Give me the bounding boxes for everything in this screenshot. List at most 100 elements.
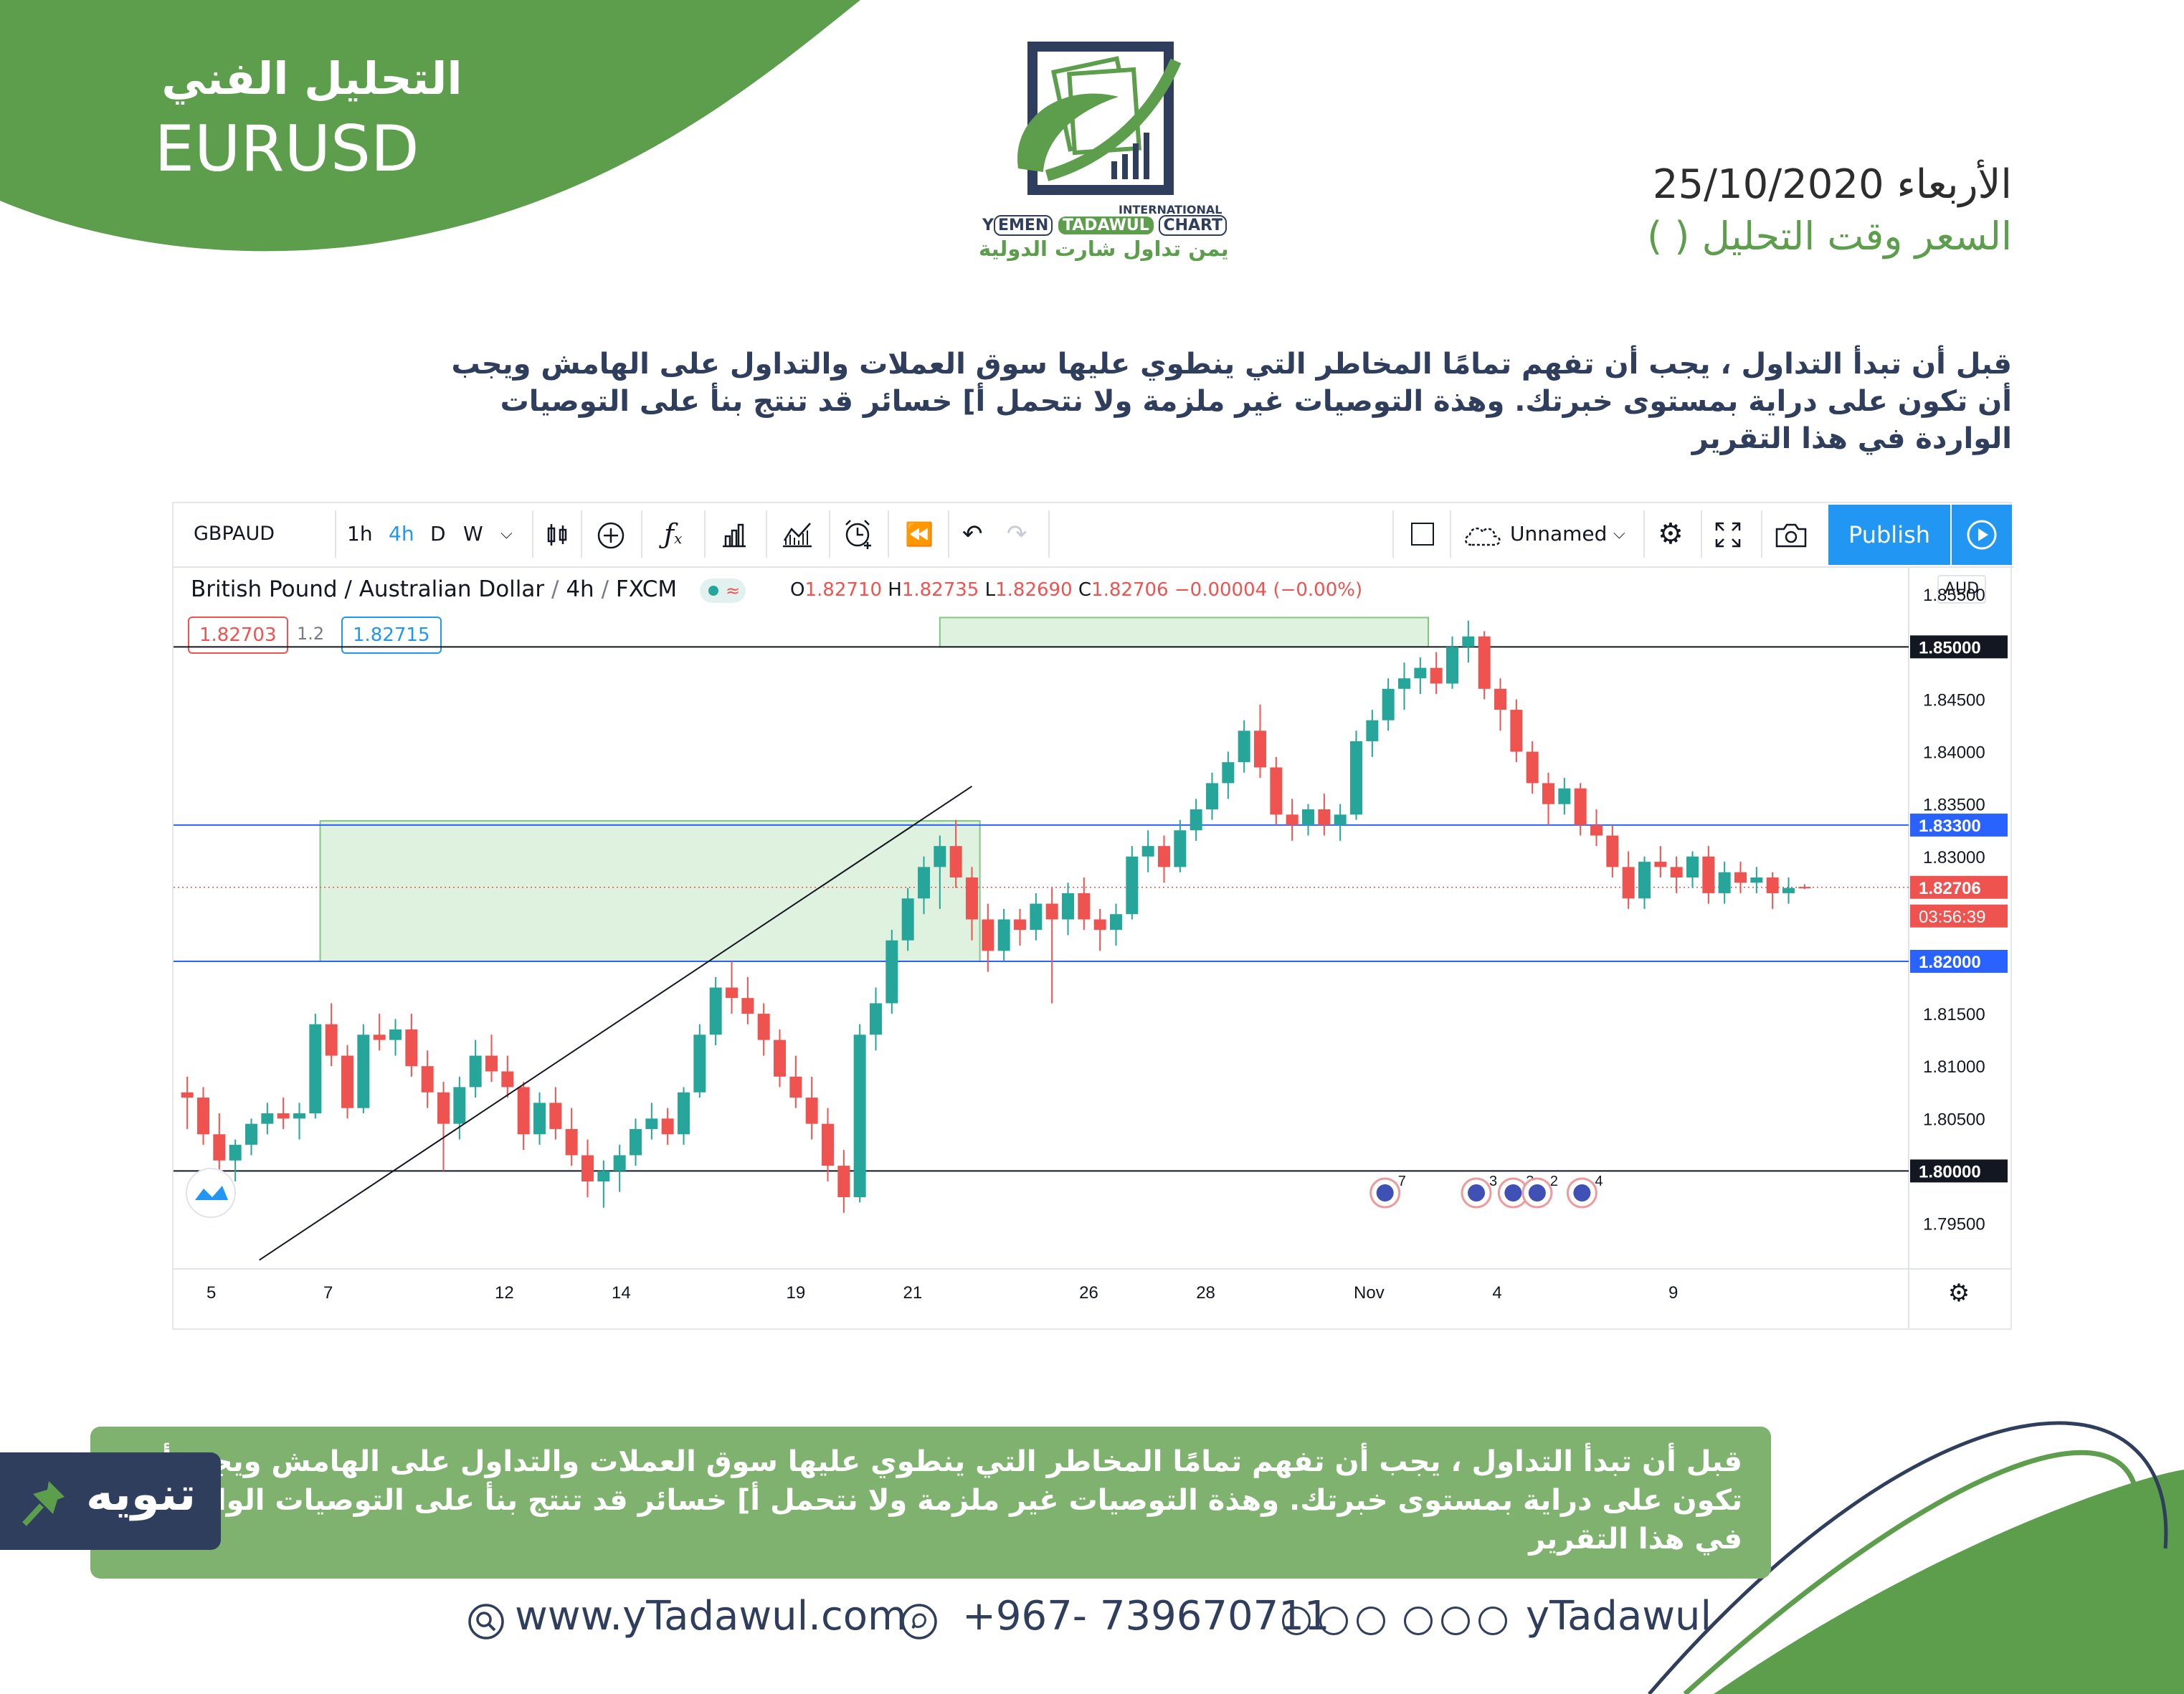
candle-body <box>453 1087 466 1124</box>
fullscreen-icon[interactable] <box>1715 522 1741 548</box>
candle-body <box>1366 720 1379 741</box>
logo-word-y: Y <box>982 216 994 234</box>
header-pair: EURUSD <box>154 112 419 186</box>
interval-1h[interactable]: 1h <box>347 522 373 546</box>
y-tick-label: 1.85500 <box>1923 586 1985 605</box>
chart-legend: British Pound / Australian Dollar / 4h /… <box>191 576 746 603</box>
alert-icon[interactable] <box>843 519 875 551</box>
axis-settings-icon: ⚙ <box>1948 1279 1970 1308</box>
symbol-search[interactable]: GBPAUD <box>194 523 275 545</box>
toolbar-separator <box>888 510 889 558</box>
candle-body <box>1238 731 1250 763</box>
candle-body <box>341 1055 353 1108</box>
undo-icon[interactable]: ↶ <box>962 520 983 548</box>
logo-word-chart: CHART <box>1159 215 1227 236</box>
candle-body <box>1606 835 1619 867</box>
candle-body <box>982 919 994 951</box>
candle-body <box>1414 667 1427 679</box>
whatsapp-icon <box>901 1604 937 1640</box>
candle-body <box>1126 856 1139 915</box>
ask-price[interactable]: 1.82715 <box>341 617 442 654</box>
notice-tab: تنويه <box>0 1452 221 1550</box>
candle-body <box>1702 856 1715 893</box>
interval-d[interactable]: D <box>430 522 446 546</box>
chart-interval: 4h <box>566 576 594 602</box>
price-label: 1.83300 <box>1919 817 1981 836</box>
interval-4h[interactable]: 4h <box>389 522 414 546</box>
candle-body <box>485 1055 498 1072</box>
indicators-icon[interactable] <box>782 520 813 548</box>
candle-body <box>870 1003 882 1035</box>
instagram-icon[interactable] <box>1357 1607 1385 1635</box>
spread-value: 1.2 <box>297 624 325 644</box>
youtube-icon[interactable] <box>1441 1607 1470 1635</box>
candle-body <box>1334 814 1347 825</box>
bars-icon[interactable] <box>720 522 749 548</box>
price-label-box <box>1910 875 2008 899</box>
layout-chevron-down-icon[interactable]: ⌵ <box>1613 525 1625 543</box>
footer-phone[interactable]: +967- 739670711 <box>962 1593 1330 1640</box>
redo-icon[interactable]: ↷ <box>1007 520 1027 548</box>
tradingview-logo-icon <box>186 1168 236 1218</box>
facebook-icon[interactable] <box>1319 1607 1348 1635</box>
toolbar-separator <box>581 510 582 558</box>
currency-label[interactable]: AUD <box>1937 575 1986 604</box>
event-count: 2 <box>1550 1174 1558 1189</box>
candle-body <box>549 1103 562 1129</box>
x-tick-label: Nov <box>1354 1283 1385 1303</box>
play-button[interactable] <box>1952 505 2012 565</box>
candle-body <box>757 1014 770 1040</box>
candle-body <box>1030 903 1043 931</box>
candle-body <box>661 1118 674 1135</box>
candle-body <box>309 1024 322 1113</box>
footer-website[interactable]: www.yTadawul.com <box>515 1593 907 1640</box>
candle-body <box>1286 814 1298 825</box>
candle-body <box>261 1113 274 1124</box>
candle-body <box>245 1123 257 1145</box>
zone-rectangle <box>319 820 981 962</box>
replay-icon[interactable]: ⏪ <box>905 520 934 548</box>
candle-body <box>1510 710 1523 752</box>
trendline <box>259 785 973 1261</box>
logo-tag: INTERNATIONAL <box>1119 203 1222 216</box>
fx-icon[interactable]: ƒx <box>664 518 683 550</box>
candle-body <box>901 898 914 941</box>
twitter-icon[interactable] <box>1282 1607 1311 1635</box>
candle-body <box>678 1092 690 1135</box>
toolbar-separator <box>1761 510 1762 558</box>
x-tick-label: 4 <box>1492 1283 1501 1303</box>
telegram-icon[interactable] <box>1478 1607 1507 1635</box>
candle-body <box>501 1071 514 1088</box>
logo-words: Y EMEN TADAWUL CHART <box>982 215 1227 236</box>
interval-w[interactable]: W <box>463 522 483 546</box>
layout-name[interactable]: Unnamed <box>1510 522 1608 546</box>
publish-button[interactable]: Publish <box>1828 505 1950 565</box>
candle-body <box>630 1128 642 1156</box>
event-count: 4 <box>1595 1174 1603 1189</box>
candle-body <box>709 987 722 1035</box>
market-status-icon[interactable]: ≈ <box>699 578 746 603</box>
candle-body <box>645 1118 658 1129</box>
toolbar-separator <box>1048 510 1050 558</box>
candle-body <box>389 1029 402 1040</box>
candle-body <box>997 919 1010 951</box>
candle-body <box>437 1092 450 1124</box>
candle-body <box>1158 846 1170 867</box>
candle-body <box>1222 762 1235 784</box>
camera-icon[interactable] <box>1775 523 1807 548</box>
chart-toolbar: GBPAUD 1h 4h D W ⌵ ƒx ⏪ ↶ ↷ Unnamed ⌵ ⚙ <box>174 503 2013 568</box>
interval-dropdown-chevron-icon[interactable]: ⌵ <box>500 525 513 543</box>
square-icon[interactable] <box>1411 523 1434 546</box>
footer-brand: yTadawul <box>1526 1593 1712 1640</box>
cloud-icon[interactable] <box>1463 523 1503 546</box>
settings-icon[interactable]: ⚙ <box>1658 518 1684 551</box>
bid-price[interactable]: 1.82703 <box>188 617 288 654</box>
tradingview-logo-mark <box>195 1186 228 1200</box>
candles-icon[interactable] <box>543 523 571 547</box>
add-icon[interactable] <box>597 521 625 550</box>
analysis-price-time: السعر وقت التحليل ( ) <box>1647 214 2012 259</box>
linkedin-icon[interactable] <box>1404 1607 1433 1635</box>
toolbar-separator <box>1701 510 1702 558</box>
event-flag <box>1468 1184 1485 1201</box>
candle-body <box>1093 919 1106 931</box>
